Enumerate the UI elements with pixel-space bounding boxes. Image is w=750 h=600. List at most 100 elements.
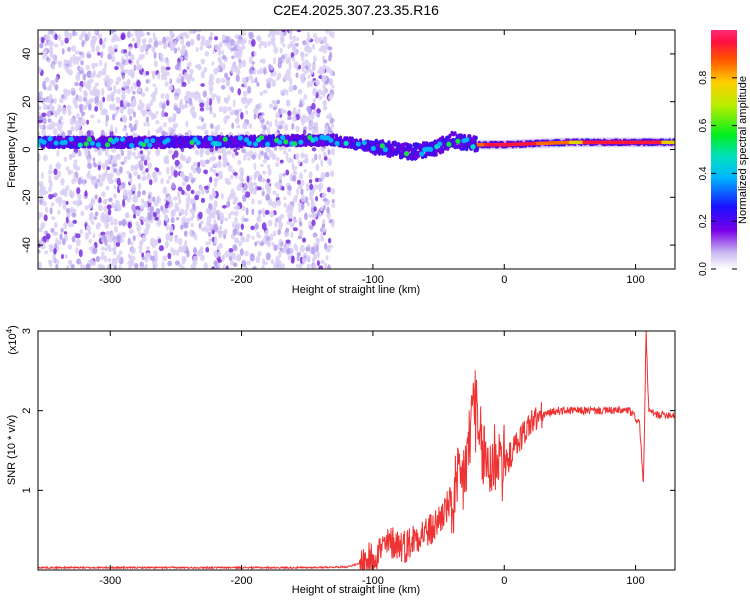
spectrogram-speckle [194,90,199,96]
spectrogram-speckle [155,168,160,173]
spectrogram-speckle [202,90,207,98]
spectrogram-speckle [114,48,118,53]
spectrogram-speckle [240,223,244,231]
spectrogram-speckle [60,227,64,233]
spectrogram-speckle [102,234,106,241]
spectrogram-speckle [305,246,310,252]
spectrogram-peak [280,134,286,141]
spectrogram-speckle [178,263,183,268]
spectrogram-speckle [253,106,258,115]
spectrogram-speckle [200,197,206,204]
spectrogram-speckle [308,220,313,227]
spectrogram-speckle [328,93,334,99]
spectrogram-speckle [80,210,85,217]
spectrogram-speckle [291,256,295,261]
spectrogram-speckle [114,65,119,71]
spectrogram-speckle [65,185,70,192]
spectrogram-speckle [127,189,133,197]
spectrogram-speckle [42,54,46,60]
spectrogram-speckle [139,215,145,221]
spectrogram-speckle [203,225,208,232]
spectrogram-speckle [111,247,116,252]
spectrogram-speckle [312,263,317,269]
spectrogram-speckle [188,97,193,106]
spectrogram-speckle [290,232,294,238]
colorbar-tick-label: 0.0 [698,262,709,276]
spectrogram-speckle [92,247,98,255]
spectrogram-speckle [146,31,151,36]
spectrogram-speckle [168,175,172,180]
spectrogram-speckle [271,80,277,88]
spectrogram-speckle [135,221,139,226]
spectrogram-speckle [325,171,330,178]
spectrogram-speckle [69,206,74,214]
spectrogram-speckle [274,131,280,135]
spectrogram-speckle [268,149,274,158]
spectrogram-speckle [87,163,93,170]
spectrogram-speckle [241,236,246,243]
spectrogram-speckle [280,37,285,42]
spectrogram-y-tick-label: -20 [21,189,33,205]
spectrogram-speckle [193,247,197,255]
spectrogram-speckle [42,80,46,89]
spectrogram-speckle [279,213,285,219]
spectrogram-speckle [171,154,175,160]
spectrogram-speckle [79,261,83,269]
spectrogram-speckle [267,168,272,176]
spectrogram-speckle [63,59,69,65]
spectrogram-speckle [124,69,129,74]
spectrogram-speckle [137,190,142,198]
spectrogram-speckle [87,103,92,111]
spectrogram-speckle [181,244,187,252]
spectrogram-speckle [299,100,303,107]
spectrogram-speckle [196,125,202,130]
spectrogram-speckle [169,78,173,85]
spectrogram-speckle [113,265,117,269]
spectrogram-speckle [184,208,188,216]
spectrogram-speckle [175,260,180,266]
spectrogram-speckle [323,156,328,161]
spectrogram-speckle [172,116,176,123]
spectrogram-speckle [315,195,318,202]
spectrogram-speckle [118,250,123,256]
spectrogram-speckle [150,237,155,243]
spectrogram-speckle [61,254,64,260]
spectrogram-speckle [219,147,224,154]
spectrogram-speckle [208,98,213,106]
spectrogram-speckle [263,152,268,160]
spectrogram-speckle [71,178,76,185]
spectrogram-speckle [39,212,43,218]
spectrogram-speckle [209,166,214,173]
spectrogram-speckle [85,83,90,89]
spectrogram-speckle [78,66,84,71]
spectrogram-speckle [183,222,189,229]
spectrogram-speckle [93,216,98,220]
spectrogram-speckle [127,107,132,116]
spectrogram-speckle [56,150,60,157]
spectrogram-speckle [97,164,101,171]
spectrogram-speckle [145,103,151,111]
spectrogram-speckle [104,247,109,252]
spectrogram-speckle [141,234,147,243]
spectrogram-speckle [215,209,221,216]
spectrogram-speckle [327,158,332,166]
spectrogram-speckle [265,78,271,84]
spectrogram-speckle [192,202,196,211]
spectrogram-speckle [186,156,191,164]
spectrogram-speckle [213,236,218,244]
spectrogram-speckle [68,189,73,198]
spectrogram-speckle [287,116,292,121]
spectrogram-speckle [266,81,271,89]
spectrogram-speckle [312,232,318,238]
spectrogram-speckle [224,250,230,258]
spectrogram-peak [355,141,361,147]
spectrogram-speckle [216,65,220,72]
spectrogram-speckle [250,225,255,231]
spectrogram-speckle [306,40,310,48]
spectrogram-speckle [186,94,190,100]
spectrogram-speckle [165,71,170,76]
spectrogram-speckle [106,166,111,171]
spectrogram-speckle [261,177,266,183]
spectrogram-speckle [92,161,96,167]
spectrogram-speckle [249,253,255,262]
